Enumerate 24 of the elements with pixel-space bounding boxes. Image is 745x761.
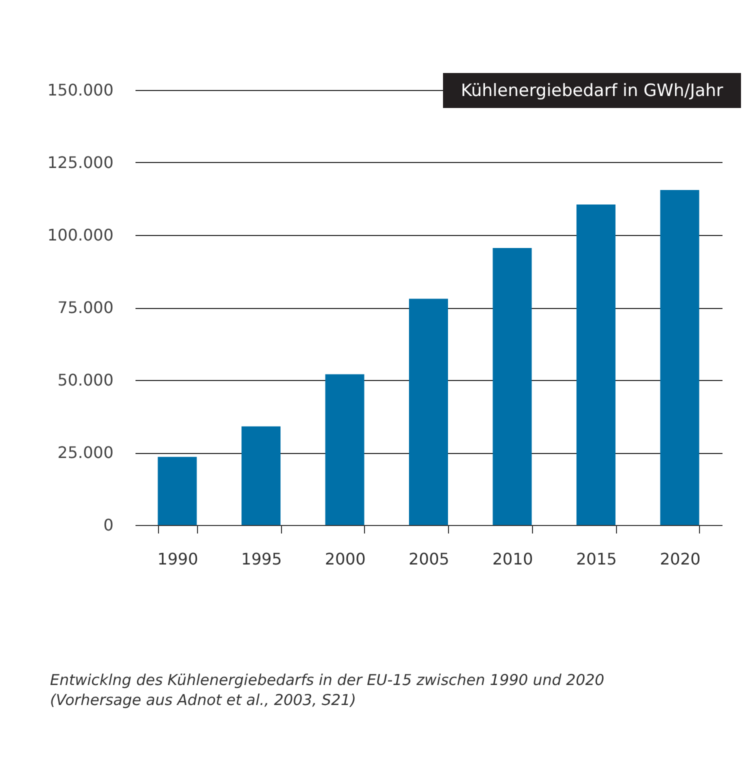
bar bbox=[492, 248, 532, 525]
x-tick-label: 2005 bbox=[408, 550, 450, 568]
y-tick-label: 75.000 bbox=[58, 298, 114, 317]
y-tick-label: 150.000 bbox=[47, 80, 114, 100]
x-tick-label: 2010 bbox=[492, 550, 534, 568]
y-tick-label: 50.000 bbox=[58, 370, 114, 390]
y-tick-label: 100.000 bbox=[47, 226, 114, 244]
x-tick-label: 2020 bbox=[660, 550, 701, 568]
x-tick-label: 1990 bbox=[157, 550, 198, 568]
bar bbox=[576, 204, 616, 525]
bar bbox=[158, 456, 197, 525]
bar bbox=[242, 426, 281, 525]
bar bbox=[325, 374, 364, 525]
text: (Vorhersage aus Adnot et al., 2003, S21) bbox=[50, 691, 356, 709]
text: Entwicklng des Kühlenergiebedarfs in der EU-15 zwischen 1990 und 2020 bbox=[50, 671, 604, 689]
x-tick-label: 2015 bbox=[576, 550, 617, 568]
y-axis-title: Kühlenergiebedarf in GWh/Jahr bbox=[460, 81, 724, 101]
y-tick-label: 25.000 bbox=[58, 443, 114, 462]
bar bbox=[660, 190, 700, 525]
bar bbox=[409, 298, 448, 525]
x-tick-label: 1995 bbox=[241, 550, 282, 568]
y-tick-label: 125.000 bbox=[47, 153, 114, 172]
y-tick-label: 0 bbox=[103, 516, 114, 534]
x-tick-label: 2000 bbox=[324, 550, 366, 568]
